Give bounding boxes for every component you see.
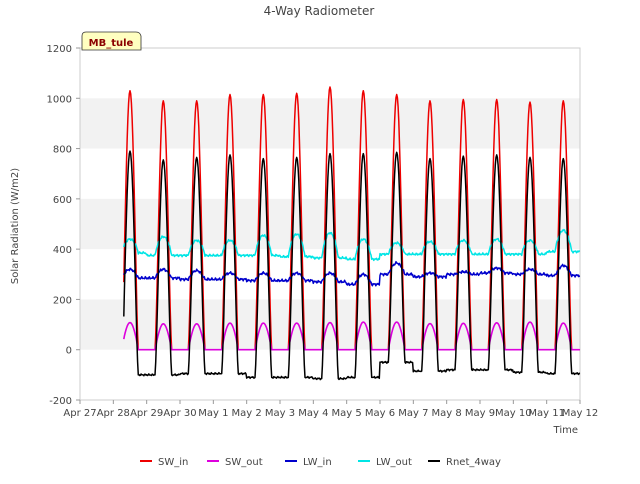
x-tick-label: May 1: [198, 408, 228, 419]
legend-label: LW_in: [303, 457, 332, 468]
y-tick-label: 400: [53, 245, 72, 256]
y-tick-label: 800: [53, 145, 72, 156]
plot-frame: [79, 47, 581, 401]
x-tick-label: Apr 29: [130, 408, 163, 419]
x-tick-label: Apr 30: [163, 408, 196, 419]
legend-label: LW_out: [376, 457, 412, 468]
legend: SW_in SW_out LW_in LW_out Rnet_4way: [140, 457, 501, 468]
x-tick-label: May 4: [298, 408, 328, 419]
series-line-lw-out: [123, 228, 581, 262]
x-tick-label: May 5: [332, 408, 362, 419]
annotation-text: MB_tule: [89, 38, 134, 49]
annotation-box: [81, 31, 142, 51]
x-tick-label: May 8: [432, 408, 462, 419]
site-annotation: MB_tule: [81, 31, 142, 51]
y-tick-label: 1000: [47, 94, 72, 105]
legend-label: Rnet_4way: [446, 457, 501, 468]
series-line-lw-in: [123, 260, 581, 287]
x-tick-label: May 7: [398, 408, 428, 419]
x-tick-label: May 6: [365, 408, 395, 419]
x-tick-label: Apr 28: [97, 408, 130, 419]
y-tick-label: 1200: [47, 44, 72, 55]
y-tick-label: -200: [49, 396, 72, 407]
y-axis-label: Solar Radiation (W/m2): [10, 168, 21, 284]
x-tick-label: May 9: [465, 408, 495, 419]
grid-band: [80, 98, 580, 149]
x-tick-label: May 10: [495, 408, 532, 419]
y-tick-label: 600: [53, 195, 72, 206]
legend-label: SW_in: [158, 457, 188, 468]
grid-bands: [80, 98, 580, 350]
series-line-rnet-4way: [123, 150, 581, 381]
x-axis-label: Time: [553, 425, 578, 436]
chart-title: 4-Way Radiometer: [264, 4, 375, 18]
grid-band: [80, 198, 580, 250]
x-tick-label: May 2: [232, 408, 262, 419]
x-tick-label: May 12: [562, 408, 599, 419]
x-tick-label: Apr 27: [63, 408, 96, 419]
series-lines: [123, 86, 581, 381]
x-tick-label: May 3: [265, 408, 295, 419]
y-tick-label: 200: [53, 295, 72, 306]
legend-label: SW_out: [225, 457, 263, 468]
x-tick-label: May 11: [528, 408, 565, 419]
y-tick-label: 0: [66, 346, 72, 357]
y-axis: -200 0 200 400 600 800 1000 1200: [47, 44, 80, 407]
